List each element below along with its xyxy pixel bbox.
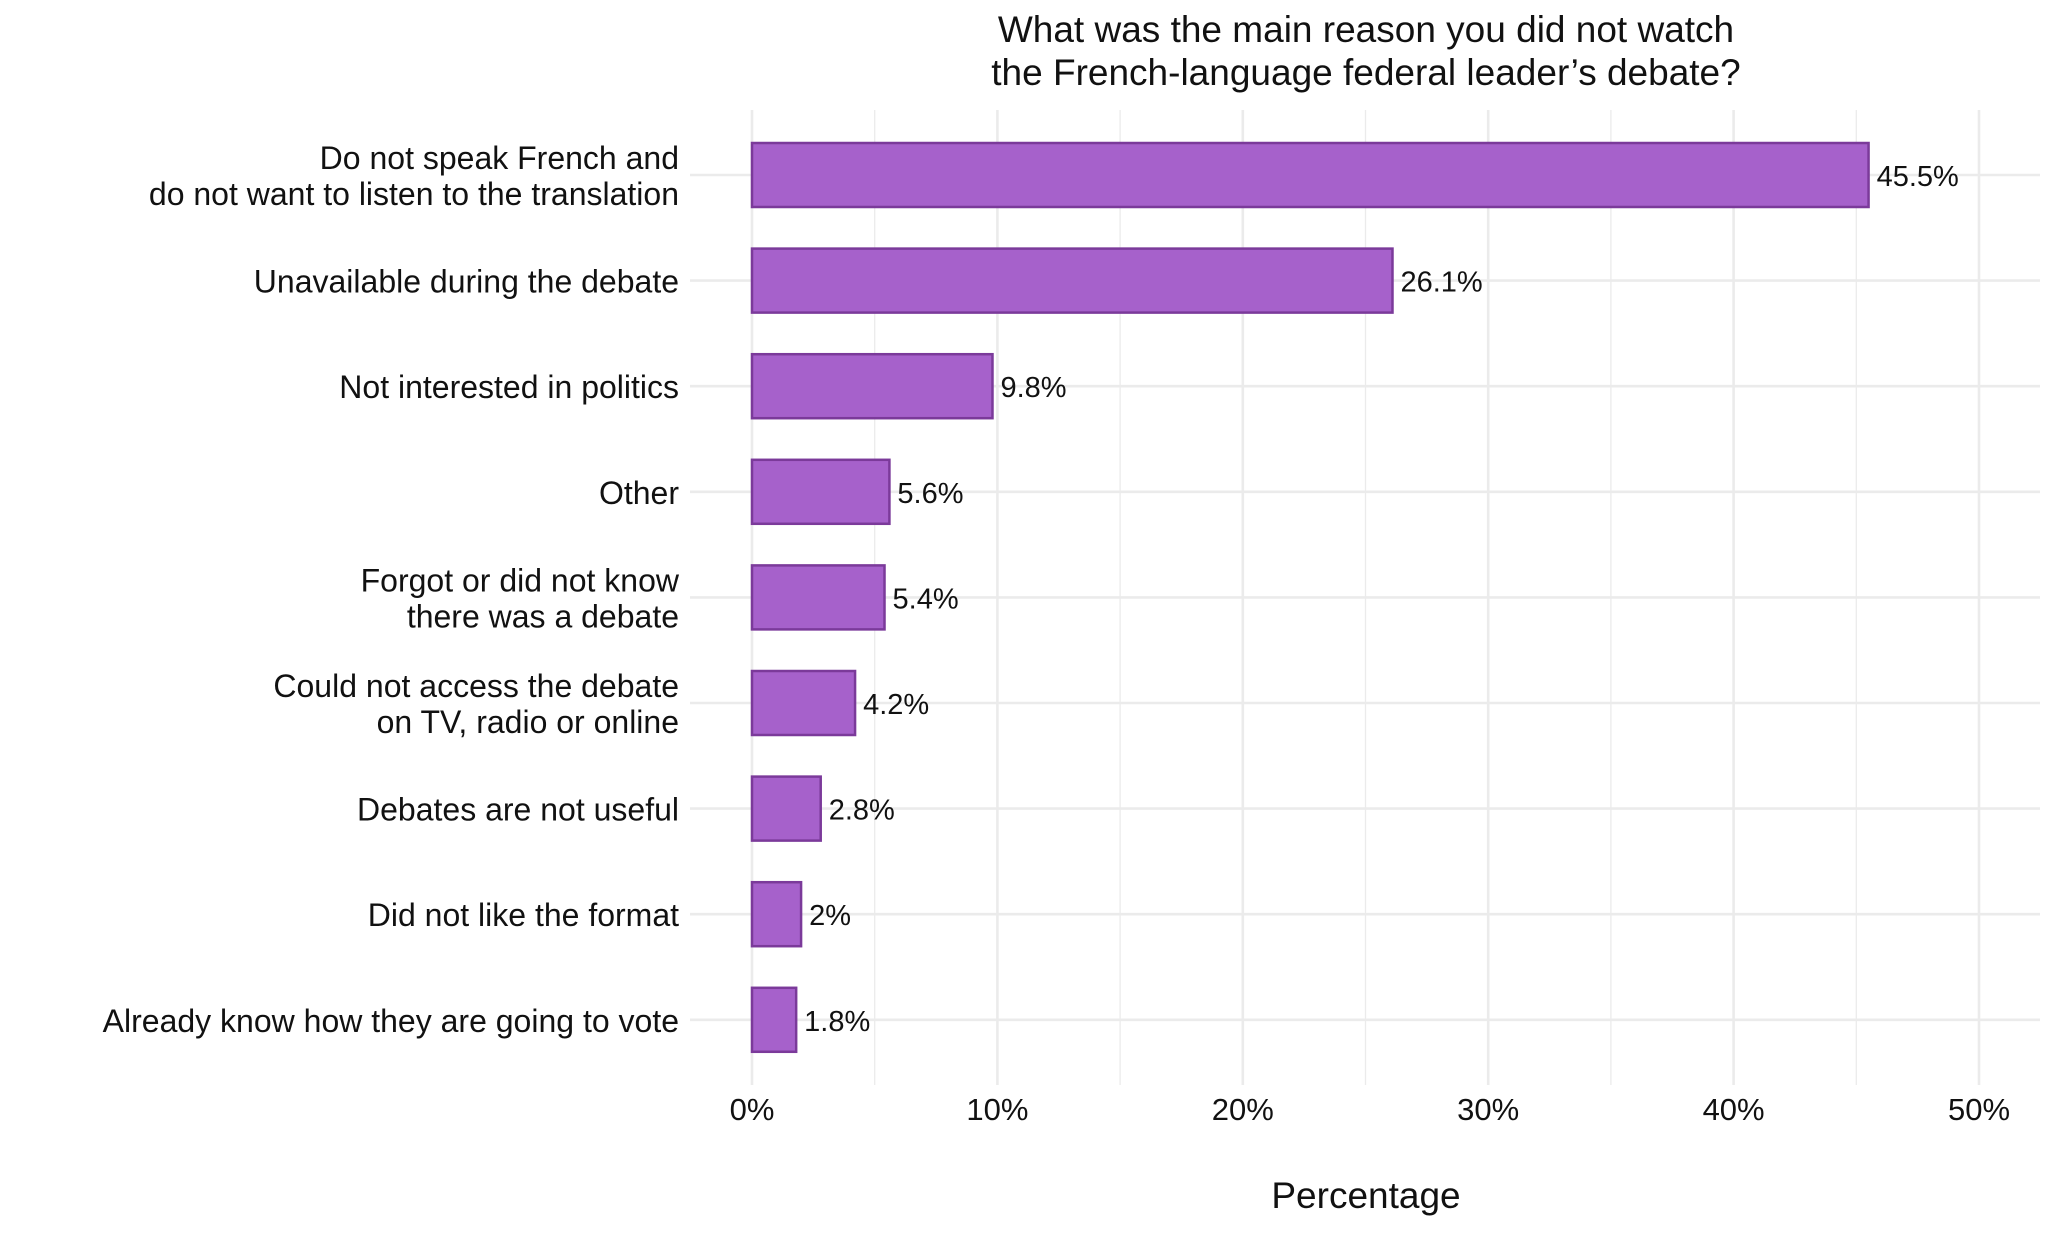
data-label: 2%: [809, 900, 851, 932]
category-label: there was a debate: [407, 598, 679, 634]
data-label: 26.1%: [1400, 267, 1482, 299]
bar: [750, 669, 857, 737]
category-label: Did not like the format: [368, 897, 679, 933]
bar: [750, 880, 803, 948]
bars: 45.5% 26.1% 9.8% 5.6% 5.4% 4.2% 2.8% 2% 1.8%: [750, 141, 1959, 1054]
data-label: 4.2%: [863, 689, 929, 721]
data-label: 2.8%: [829, 795, 895, 827]
category-label: do not want to listen to the translation: [149, 176, 679, 212]
category-label: on TV, radio or online: [377, 704, 679, 740]
x-tick-label: 10%: [966, 1092, 1028, 1127]
data-label: 1.8%: [804, 1006, 870, 1038]
category-label: Forgot or did not know: [361, 562, 680, 598]
data-label: 9.8%: [1000, 372, 1066, 404]
data-label: 5.6%: [897, 478, 963, 510]
x-tick-label: 40%: [1703, 1092, 1765, 1127]
chart-title-line-1: What was the main reason you did not wat…: [998, 9, 1734, 50]
category-label: Not interested in politics: [339, 369, 679, 405]
bar: [750, 141, 1870, 209]
bar: [750, 458, 891, 526]
bar: [750, 247, 1394, 314]
bar: [750, 564, 886, 631]
category-label: Already know how they are going to vote: [103, 1003, 679, 1039]
x-tick-label: 20%: [1212, 1092, 1274, 1127]
x-tick-label: 30%: [1457, 1092, 1519, 1127]
x-tick-label: 50%: [1948, 1092, 2010, 1127]
bar: [750, 352, 994, 420]
category-label: Unavailable during the debate: [254, 264, 679, 300]
category-label: Other: [599, 475, 679, 511]
data-label: 45.5%: [1877, 161, 1959, 193]
chart-title-line-2: the French-language federal leader’s deb…: [991, 52, 1740, 93]
bar: [750, 986, 798, 1054]
data-label: 5.4%: [893, 583, 959, 615]
x-tick-label: 0%: [730, 1092, 775, 1127]
x-tick-labels: 0% 10% 20% 30% 40% 50%: [730, 1092, 2010, 1127]
category-label: Do not speak French and: [320, 140, 679, 176]
x-axis-label: Percentage: [1271, 1175, 1460, 1216]
category-label: Debates are not useful: [357, 792, 679, 828]
category-label: Could not access the debate: [273, 668, 679, 704]
bar: [750, 775, 822, 842]
